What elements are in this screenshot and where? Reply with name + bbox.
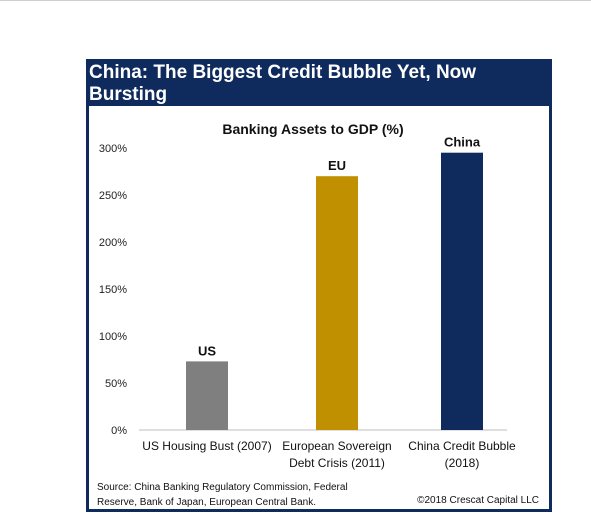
bar	[186, 361, 228, 430]
bar	[316, 176, 358, 430]
y-tick-label: 250%	[99, 190, 127, 202]
bar-label: China	[444, 135, 481, 150]
x-tick-label: European Sovereign	[282, 439, 391, 453]
y-tick-label: 200%	[99, 237, 127, 249]
bar-label: EU	[328, 158, 346, 173]
bars: US EU China	[186, 135, 483, 430]
y-tick-label: 50%	[105, 378, 127, 390]
bar	[441, 152, 483, 430]
chart-card: China: The Biggest Credit Bubble Yet, No…	[86, 59, 552, 512]
y-tick-label: 150%	[99, 284, 127, 296]
y-tick-label: 300%	[99, 143, 127, 155]
x-tick-label: US Housing Bust (2007)	[142, 439, 271, 453]
y-tick-label: 0%	[111, 425, 127, 437]
source-note: Source: China Banking Regulatory Commiss…	[97, 482, 348, 508]
chart-title: China: The Biggest Credit Bubble Yet, No…	[89, 62, 549, 106]
x-axis: US Housing Bust (2007) European Sovereign…	[142, 439, 516, 470]
bar-chart: Banking Assets to GDP (%) 0% 50% 100% 150% 2…	[99, 121, 516, 470]
x-tick-label: (2018)	[445, 456, 480, 470]
copyright-note: ©2018 Crescat Capital LLC	[417, 495, 539, 506]
top-divider	[0, 0, 591, 1]
y-tick-label: 100%	[99, 331, 127, 343]
x-tick-label: Debt Crisis (2011)	[289, 456, 385, 470]
y-axis: 0% 50% 100% 150% 200% 250% 300%	[99, 143, 127, 437]
chart-subtitle: Banking Assets to GDP (%)	[222, 121, 403, 137]
bar-label: US	[198, 343, 216, 358]
x-tick-label: China Credit Bubble	[408, 439, 516, 453]
